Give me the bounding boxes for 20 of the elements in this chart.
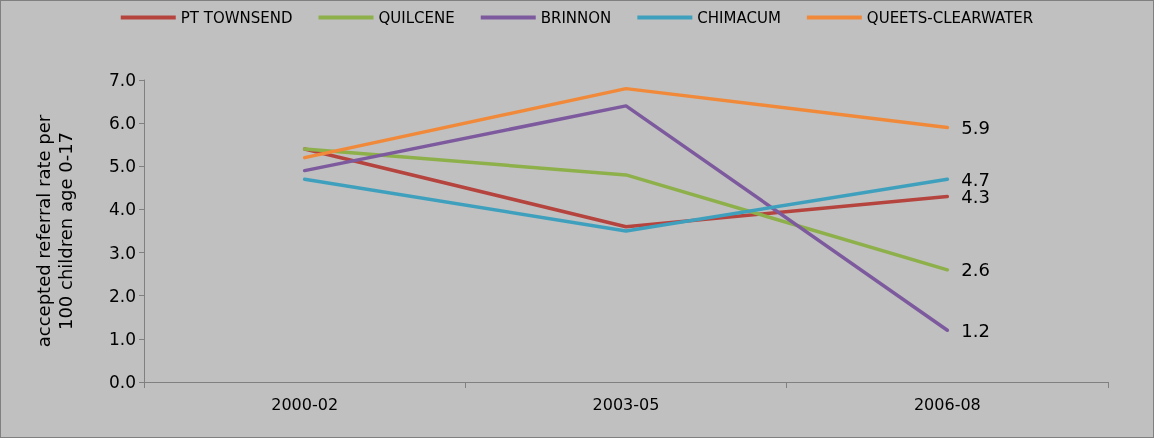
data-label: 2.6	[961, 259, 990, 281]
y-tick-label: 0.0	[108, 372, 136, 392]
legend-label: CHIMACUM	[697, 8, 781, 27]
y-tick-label: 4.0	[108, 199, 136, 220]
y-tick-label: 3.0	[108, 242, 136, 263]
y-tick-label: 5.0	[108, 156, 136, 177]
legend-label: BRINNON	[540, 8, 612, 27]
legend-label: PT TOWNSEND	[180, 8, 293, 27]
legend-label: QUILCENE	[378, 8, 455, 27]
x-tick-label: 2006-08	[913, 394, 981, 414]
x-tick-label: 2003-05	[592, 394, 660, 414]
y-axis-title: accepted referral rate per 100 children age 0-17	[32, 114, 76, 348]
y-tick-label: 7.0	[108, 70, 136, 90]
data-label: 5.9	[961, 116, 990, 138]
y-tick-label: 1.0	[108, 328, 136, 349]
x-tick-label: 2000-02	[271, 394, 339, 414]
data-label: 1.2	[961, 319, 990, 341]
legend-label: QUEETS-CLEARWATER	[866, 8, 1034, 27]
y-tick-label: 6.0	[108, 113, 136, 134]
y-tick-label: 2.0	[108, 285, 136, 306]
